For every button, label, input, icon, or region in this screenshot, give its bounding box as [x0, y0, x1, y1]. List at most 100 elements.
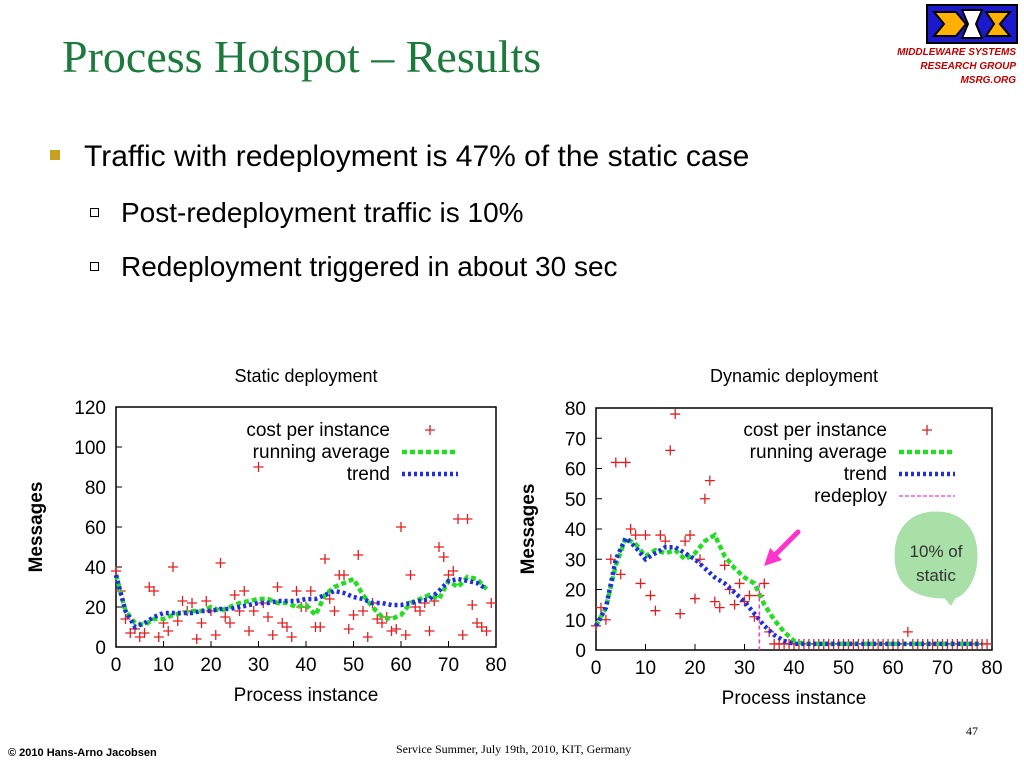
cost-point — [196, 618, 207, 628]
bullet-item: Traffic with redeployment is 47% of the … — [50, 140, 749, 174]
logo-line-1: MIDDLEWARE SYSTEMS — [897, 47, 1016, 58]
callout-shape — [894, 511, 978, 606]
cost-point — [625, 524, 636, 534]
cost-point — [405, 570, 416, 580]
cost-point — [734, 578, 745, 589]
cost-point — [191, 634, 202, 644]
cost-point — [372, 614, 383, 624]
cost-point — [220, 612, 231, 622]
cost-point — [125, 628, 136, 638]
y-tick-label: 40 — [85, 558, 106, 579]
chart-title: Static deployment — [234, 366, 377, 386]
cost-point — [144, 582, 155, 592]
cost-point — [225, 618, 235, 628]
footer-copyright: © 2010 Hans-Arno Jacobsen — [8, 747, 157, 759]
y-tick-label: 120 — [74, 398, 106, 419]
cost-point — [729, 599, 740, 610]
cost-point — [438, 552, 449, 562]
callout-line-1: 10% of — [910, 542, 963, 561]
cost-point — [620, 457, 631, 468]
x-tick-label: 40 — [295, 655, 316, 676]
y-tick-label: 20 — [85, 598, 106, 619]
x-tick-label: 80 — [485, 655, 506, 676]
cost-point — [305, 586, 316, 596]
cost-point — [163, 626, 174, 636]
legend-label: cost per instance — [246, 420, 390, 441]
bullet-text: Traffic with redeployment is 47% of the … — [84, 140, 750, 173]
cost-point — [415, 606, 425, 616]
x-tick-label: 50 — [343, 655, 364, 676]
cost-point — [139, 628, 150, 638]
cost-point — [486, 598, 497, 608]
cost-point — [362, 632, 373, 642]
pointer-arrow-icon — [764, 529, 801, 566]
cost-point — [315, 622, 326, 632]
x-tick-label: 40 — [783, 658, 804, 679]
y-tick-label: 60 — [85, 518, 106, 539]
cost-point — [286, 632, 297, 642]
x-axis-label: Process instance — [234, 685, 379, 706]
y-tick-label: 0 — [95, 638, 106, 659]
cost-point — [476, 622, 487, 632]
cost-point — [457, 630, 468, 640]
cost-point — [377, 618, 387, 628]
logo-line-2: RESEARCH GROUP — [920, 61, 1016, 72]
cost-point — [605, 554, 616, 565]
cost-point — [759, 578, 770, 589]
trend-line — [594, 534, 983, 647]
cost-point — [443, 570, 454, 580]
x-tick-label: 50 — [833, 658, 854, 679]
callout-line-2: static — [916, 566, 956, 585]
logo-shape-middle — [960, 9, 984, 39]
x-tick-label: 30 — [248, 655, 269, 676]
legend-label: redeploy — [814, 486, 887, 507]
cost-point — [675, 608, 686, 619]
subbullet-item: Post-redeployment traffic is 10% — [90, 197, 524, 229]
cost-point — [358, 606, 368, 616]
cost-point — [744, 590, 755, 601]
cost-point — [714, 602, 725, 613]
y-tick-label: 60 — [565, 460, 586, 481]
logo-shape-right — [984, 11, 1013, 37]
callout-bubble: 10% of static — [894, 511, 978, 606]
cost-point — [229, 590, 240, 600]
y-tick-label: 40 — [565, 520, 586, 541]
cost-point — [396, 522, 406, 532]
cost-point — [120, 614, 131, 624]
y-tick-label: 70 — [565, 429, 586, 450]
cost-point — [694, 554, 705, 565]
y-tick-label: 80 — [85, 478, 106, 499]
cost-point — [610, 457, 621, 468]
cost-point — [472, 618, 482, 628]
cost-point — [640, 530, 651, 541]
msrg-logo — [926, 4, 1018, 44]
cost-point — [348, 610, 359, 620]
y-tick-label: 10 — [565, 611, 586, 632]
y-tick-label: 20 — [565, 581, 586, 602]
cost-point — [272, 582, 283, 592]
legend-label: running average — [750, 442, 887, 463]
x-tick-label: 10 — [153, 655, 174, 676]
x-tick-label: 20 — [200, 655, 221, 676]
dynamic-deployment-chart: Dynamic deployment 0 10 20 30 40 50 60 70 80 0 10 20… — [512, 360, 1012, 720]
cost-point — [277, 618, 288, 628]
logo-shape-left — [931, 11, 968, 37]
x-tick-label: 70 — [932, 658, 953, 679]
subbullet-item: Redeployment triggered in about 30 sec — [90, 251, 618, 283]
chart-title: Dynamic deployment — [710, 366, 878, 386]
x-tick-label: 80 — [981, 658, 1002, 679]
hollow-square-bullet-icon — [90, 208, 99, 218]
x-tick-label: 70 — [438, 655, 459, 676]
cost-point — [704, 475, 715, 486]
logo-text: MIDDLEWARE SYSTEMS RESEARCH GROUP MSRG.O… — [897, 46, 1016, 88]
x-tick-label: 0 — [111, 655, 122, 676]
cost-point — [339, 570, 349, 580]
cost-point — [386, 626, 397, 636]
subbullet-text: Redeployment triggered in about 30 sec — [121, 251, 618, 282]
y-tick-label: 0 — [575, 641, 586, 662]
x-axis-label: Process instance — [722, 688, 867, 709]
cost-point — [177, 596, 188, 606]
cost-point — [291, 586, 302, 596]
static-deployment-chart: Static deployment 0 10 20 30 40 50 60 70 80 0 20 40 6… — [20, 360, 510, 720]
x-tick-label: 30 — [734, 658, 755, 679]
